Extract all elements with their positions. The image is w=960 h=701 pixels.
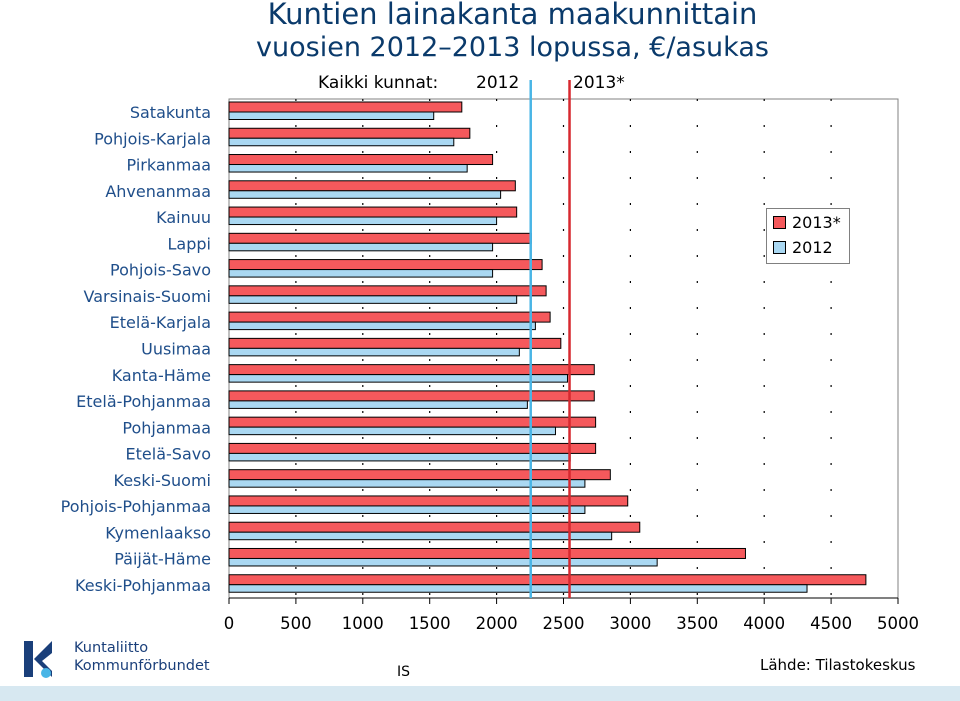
legend-item-2012: 2012: [773, 238, 833, 257]
footer-bar: [0, 686, 960, 701]
category-label: Varsinais-Suomi: [84, 287, 211, 306]
bar-2012: [228, 216, 498, 226]
legend-item-2013: 2013*: [773, 213, 841, 232]
category-label: Pohjois-Pohjanmaa: [61, 497, 211, 516]
legend-label-2013: 2013*: [792, 213, 841, 232]
bar-2012: [228, 557, 658, 567]
bar-2012: [228, 164, 468, 173]
logo-line-2: Kommunförbundet: [74, 658, 210, 674]
category-label: Pohjanmaa: [122, 418, 211, 437]
x-tick-label: 3500: [676, 614, 718, 633]
x-tick-label: 5000: [877, 614, 919, 633]
is-mark: IS: [397, 664, 411, 680]
x-tick-label: 500: [280, 614, 312, 633]
category-label: Satakunta: [130, 103, 211, 122]
logo-line-1: Kuntaliitto: [74, 640, 149, 656]
x-tick-label: 0: [224, 614, 235, 633]
source-note: Lähde: Tilastokeskus: [760, 656, 916, 674]
bar-2013: [228, 574, 867, 586]
bar-2013: [228, 364, 595, 376]
bar-2013: [228, 154, 494, 166]
average-2012-label: 2012: [476, 73, 520, 93]
chart-subtitle: vuosien 2012–2013 lopussa, €/asukas: [256, 32, 769, 63]
bar-2013: [228, 232, 532, 244]
bar-2012: [228, 505, 586, 514]
legend: 2013* 2012: [766, 208, 850, 264]
bar-2012: [228, 137, 455, 147]
bar-2013: [228, 180, 516, 192]
category-label: Pohjois-Karjala: [94, 129, 211, 148]
x-tick-label: 1000: [342, 614, 384, 633]
category-label: Etelä-Karjala: [110, 313, 211, 332]
legend-swatch-2013: [773, 216, 786, 229]
bar-2013: [228, 416, 597, 428]
category-label: Ahvenanmaa: [105, 182, 211, 201]
category-label: Kanta-Häme: [112, 366, 211, 385]
bar-2013: [228, 495, 629, 507]
bar-2013: [228, 311, 551, 323]
category-label: Pohjois-Savo: [110, 261, 211, 280]
kuntaliitto-logo-icon: [24, 641, 52, 678]
bar-2013: [228, 337, 562, 349]
category-label: Pirkanmaa: [127, 156, 211, 175]
legend-swatch-2012: [773, 241, 786, 254]
category-label: Kainuu: [156, 208, 211, 227]
bar-2012: [228, 531, 613, 541]
bar-2013: [228, 206, 518, 218]
bar-2012: [228, 374, 569, 383]
bar-2013: [228, 127, 471, 139]
bar-2012: [228, 584, 808, 593]
kuntaliitto-logo: Kuntaliitto Kommunförbundet: [22, 637, 222, 681]
chart-title: Kuntien lainakanta maakunnittain: [267, 0, 758, 31]
category-label: Etelä-Pohjanmaa: [76, 392, 211, 411]
bar-2013: [228, 521, 641, 533]
bar-2012: [228, 400, 528, 409]
bar-2012: [228, 426, 556, 436]
bar-2013: [228, 101, 463, 113]
category-label: Uusimaa: [141, 340, 211, 359]
bar-2013: [228, 547, 746, 559]
bar-2012: [228, 269, 494, 278]
average-label: Kaikki kunnat:: [318, 73, 439, 93]
bar-2012: [228, 479, 586, 488]
category-label: Etelä-Savo: [126, 445, 211, 464]
x-tick-label: 4500: [810, 614, 852, 633]
bar-2013: [228, 442, 597, 454]
x-tick-label: 2000: [476, 614, 518, 633]
x-tick-label: 4000: [743, 614, 785, 633]
bar-2012: [228, 111, 435, 120]
category-label: Päijät-Häme: [114, 550, 211, 569]
bar-2013: [228, 469, 611, 481]
bar-2013: [228, 259, 543, 271]
bar-2012: [228, 452, 571, 462]
legend-label-2012: 2012: [792, 238, 833, 257]
bar-2012: [228, 347, 520, 357]
bar-2013: [228, 390, 595, 402]
x-tick-label: 2500: [543, 614, 585, 633]
bar-2012: [228, 242, 494, 252]
x-tick-label: 1500: [409, 614, 451, 633]
category-label: Lappi: [168, 234, 211, 253]
category-label: Kymenlaakso: [105, 523, 211, 542]
x-tick-label: 3000: [609, 614, 651, 633]
category-label: Keski-Pohjanmaa: [75, 576, 211, 595]
bar-2013: [228, 285, 547, 297]
bar-2012: [228, 190, 502, 199]
category-label: Keski-Suomi: [114, 471, 211, 490]
bar-2012: [228, 295, 518, 304]
average-2013-label: 2013*: [573, 73, 625, 93]
bar-2012: [228, 321, 536, 331]
